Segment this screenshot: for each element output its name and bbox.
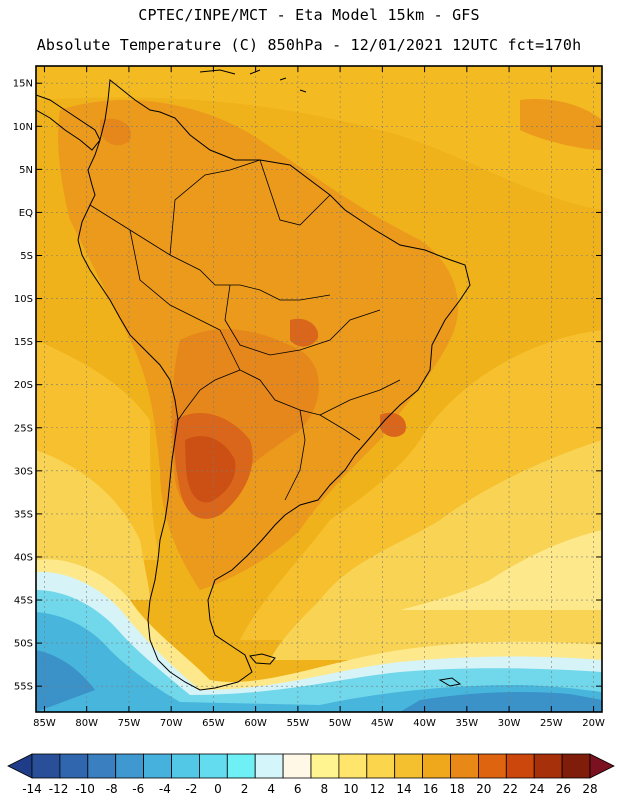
colorbar-swatch (226, 753, 256, 779)
field-north-ocean (36, 66, 602, 210)
colorbar-swatch (115, 753, 144, 779)
colorbar-max-triangle (589, 753, 615, 779)
colorbar-label: -8 (106, 782, 118, 796)
lon-label: 35W (456, 718, 479, 729)
field-central-hot-patch (290, 318, 319, 347)
colorbar-swatch (171, 753, 200, 779)
colorbar-label: -6 (132, 782, 144, 796)
lon-label: 55W (287, 718, 310, 729)
colorbar-swatch (254, 753, 284, 779)
lon-label: 30W (498, 718, 521, 729)
colorbar-label: 28 (582, 782, 597, 796)
colorbar: -14 -12 -10 -8 -6 -4 -2 0 2 4 6 8 10 12 14 16 18 20 22 24 26… (7, 753, 615, 796)
lon-label: 65W (202, 718, 225, 729)
lat-label: 45S (14, 596, 33, 607)
lat-label: 55S (14, 682, 33, 693)
colorbar-swatch (282, 753, 312, 779)
colorbar-swatch (394, 753, 424, 779)
field-atlantic-cool-patch (400, 530, 602, 610)
colorbar-swatch (450, 753, 479, 779)
field-south-cold-3 (36, 612, 602, 712)
colorbar-label: 22 (503, 782, 518, 796)
colorbar-label: 26 (556, 782, 571, 796)
colorbar-swatch (366, 753, 396, 779)
lat-label: 5N (19, 165, 33, 176)
field-north-warm-patch (520, 99, 602, 150)
lat-label: 10S (14, 294, 33, 305)
lat-label: 40S (14, 552, 33, 563)
colorbar-swatch (477, 753, 507, 779)
colorbar-swatch (505, 753, 535, 779)
colorbar-label: 10 (343, 782, 358, 796)
colorbar-min-triangle (7, 753, 33, 779)
lat-label: 50S (14, 639, 33, 650)
axis-ticks (36, 66, 602, 712)
lon-label: 60W (244, 718, 267, 729)
colorbar-label: 2 (241, 782, 249, 796)
colorbar-swatch (533, 753, 563, 779)
colorbar-label: -14 (22, 782, 42, 796)
colorbar-swatch (310, 753, 340, 779)
lon-label: 85W (33, 718, 56, 729)
lon-label: 25W (540, 718, 563, 729)
colorbar-swatch (561, 753, 591, 779)
plot-frame (35, 65, 603, 713)
field-north-hot-patch (100, 118, 131, 146)
lon-label: 80W (75, 718, 98, 729)
map-title-line-2: Absolute Temperature (C) 850hPa - 12/01/… (36, 36, 582, 54)
colorbar-label: 14 (396, 782, 411, 796)
lat-label: EQ (19, 208, 33, 219)
central-america-coast (36, 94, 101, 151)
field-south-cold-4 (36, 650, 95, 712)
latitude-labels: 15N 10N 5N EQ 5S 10S 15S 20S 25S 30S 35S 40S 45S 50S 5… (13, 79, 33, 693)
longitude-labels: 85W 80W 75W 70W 65W 60W 55W 50W 45W 40W 35W 30W 25W 2… (33, 718, 605, 729)
colorbar-label: -2 (185, 782, 197, 796)
lat-label: 10N (13, 122, 33, 133)
colorbar-label: 16 (423, 782, 438, 796)
lon-label: 20W (582, 718, 605, 729)
colorbar-swatch (422, 753, 451, 779)
temperature-field (36, 66, 602, 712)
falkland-islands (249, 653, 276, 665)
colorbar-label: 4 (267, 782, 275, 796)
colorbar-swatch (338, 753, 368, 779)
lat-label: 5S (20, 251, 33, 262)
lat-label: 15N (13, 79, 33, 90)
caribbean-islands (199, 69, 307, 93)
colorbar-label: 20 (476, 782, 491, 796)
lat-label: 30S (14, 466, 33, 477)
coastlines-and-borders (36, 69, 471, 691)
lon-label: 75W (118, 718, 141, 729)
colorbar-label: -12 (49, 782, 69, 796)
lon-label: 50W (329, 718, 352, 729)
colorbar-swatch (198, 753, 228, 779)
lat-label: 20S (14, 380, 33, 391)
colorbar-label: -10 (75, 782, 95, 796)
field-chaco-hottest (185, 436, 236, 503)
colorbar-swatch (143, 753, 172, 779)
south-georgia (438, 677, 462, 687)
colorbar-swatch (31, 753, 61, 779)
colorbar-label: 8 (320, 782, 328, 796)
colorbar-label: 12 (370, 782, 385, 796)
colorbar-label: 24 (529, 782, 544, 796)
colorbar-swatch (87, 753, 117, 779)
colorbar-label: 18 (450, 782, 465, 796)
country-borders (89, 159, 401, 501)
map-title-line-1: CPTEC/INPE/MCT - Eta Model 15km - GFS (138, 6, 480, 24)
field-south-cold-2 (36, 590, 602, 712)
lat-label: 25S (14, 423, 33, 434)
lat-label: 35S (14, 509, 33, 520)
graticule (36, 66, 602, 712)
south-america-coast (77, 79, 471, 691)
colorbar-label: -4 (159, 782, 171, 796)
lon-label: 40W (413, 718, 436, 729)
lat-label: 15S (14, 337, 33, 348)
colorbar-swatch (59, 753, 89, 779)
colorbar-label: 6 (294, 782, 302, 796)
colorbar-label: 0 (214, 782, 222, 796)
lon-label: 70W (160, 718, 183, 729)
lon-label: 45W (371, 718, 394, 729)
